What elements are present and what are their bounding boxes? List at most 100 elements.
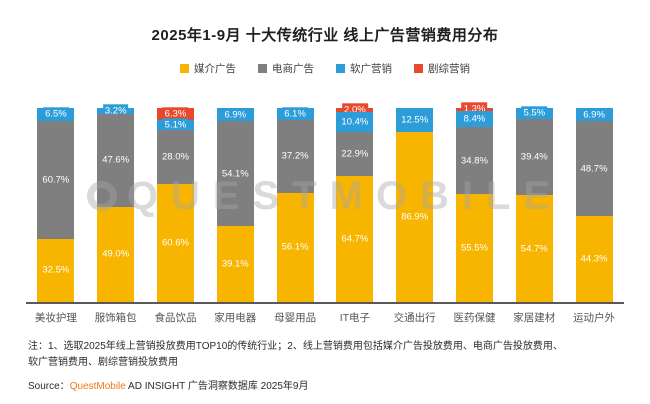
source-rest: AD INSIGHT 广告洞察数据库 2025年9月 [125,381,309,392]
source-line: Source：QuestMobile AD INSIGHT 广告洞察数据库 20… [28,377,622,392]
segment-soft-ad: 6.5% [37,107,75,122]
bar-slot: 3.2% 47.6% 49.0% [86,104,146,302]
segment-ecommerce-ad: 22.9% [336,132,374,177]
segment-value-label: 48.7% [580,162,608,174]
category-label: 交通出行 [393,312,436,324]
segment-value-label: 54.7% [520,243,548,255]
footnote-line-2: 软广营销费用、剧综营销投放费用 [28,356,178,368]
segment-value-label: 6.1% [282,107,308,121]
category-label: 食品饮品 [154,312,197,324]
legend-label: 电商广告 [272,63,314,75]
legend-label: 媒介广告 [194,63,236,75]
segment-value-label: 6.5% [43,107,69,122]
segment-value-label: 6.3% [162,107,189,121]
category-row: 美妆护理 服饰箱包 食品饮品 家用电器 母婴用品 IT电子 交通出行 医药保健 家居建材 运动户外 [26,310,624,325]
stacked-bar: 6.1% 37.2% 56.1% [276,107,314,302]
segment-soft-ad: 6.9% [575,108,613,122]
segment-soft-ad: 6.9% [216,107,254,122]
segment-value-label: 56.1% [281,241,309,253]
stacked-bar: 3.2% 47.6% 49.0% [97,104,135,302]
segment-media-ad: 32.5% [37,238,75,302]
legend: 媒介广告 电商广告 软广营销 剧综营销 [0,61,650,76]
segment-value-label: 49.0% [102,248,130,260]
segment-soft-ad: 8.4% [455,110,493,127]
bar-slot: 6.9% 54.1% 39.1% [205,107,265,302]
footnotes: 注：1、选取2025年线上营销投放费用TOP10的传统行业；2、线上营销费用包括… [28,339,622,370]
source-brand: QuestMobile [69,381,126,392]
segment-value-label: 5.5% [521,106,548,121]
segment-soft-ad: 12.5% [396,108,434,133]
legend-swatch [180,64,189,73]
segment-value-label: 64.7% [341,233,369,245]
category-label: 医药保健 [453,312,496,324]
stacked-bar: 6.9% 48.7% 44.3% [575,108,613,303]
segment-media-ad: 54.7% [515,195,553,303]
segment-soft-ad: 5.5% [515,106,553,121]
segment-media-ad: 56.1% [276,192,314,302]
bar-slot: 1.3% 8.4% 34.8% 55.5% [445,102,505,302]
category-label: IT电子 [339,312,371,324]
segment-value-label: 5.1% [162,118,189,132]
segment-ecommerce-ad: 37.2% [276,119,314,193]
bar-slot: 2.0% 10.4% 22.9% 64.7% [325,103,385,302]
category-label: 运动户外 [573,312,616,324]
legend-item-drama-variety-ad: 剧综营销 [414,61,470,76]
segment-value-label: 37.2% [281,150,309,162]
legend-swatch [414,64,423,73]
bar-slot: 6.3% 5.1% 28.0% 60.6% [146,107,206,302]
segment-value-label: 60.7% [42,173,70,185]
category-label: 家居建材 [513,312,556,324]
segment-value-label: 10.4% [339,115,371,129]
source-prefix: Source： [28,381,70,392]
bar-slot: 6.5% 60.7% 32.5% [26,107,86,302]
segment-ecommerce-ad: 60.7% [37,120,75,239]
segment-value-label: 39.4% [520,151,548,163]
segment-media-ad: 44.3% [575,215,613,303]
bar-slot: 5.5% 39.4% 54.7% [504,106,564,303]
legend-swatch [258,64,267,73]
legend-item-media-ad: 媒介广告 [180,61,236,76]
segment-value-label: 22.9% [341,148,369,160]
segment-ecommerce-ad: 48.7% [575,121,613,216]
bar-slot: 6.9% 48.7% 44.3% [564,108,624,303]
segment-value-label: 6.9% [222,107,249,122]
category-label: 服饰箱包 [94,312,137,324]
segment-value-label: 28.0% [162,151,189,163]
segment-media-ad: 55.5% [455,194,493,302]
segment-value-label: 54.1% [221,168,249,180]
segment-media-ad: 64.7% [336,176,374,302]
segment-value-label: 34.8% [461,154,488,166]
segment-value-label: 47.6% [102,154,130,166]
stacked-bar: 5.5% 39.4% 54.7% [515,106,553,303]
segment-soft-ad: 10.4% [336,111,374,133]
segment-value-label: 6.9% [581,108,607,122]
segment-value-label: 8.4% [461,111,488,126]
segment-soft-ad: 5.1% [156,118,194,132]
legend-label: 软广营销 [350,63,392,75]
segment-media-ad: 49.0% [97,206,135,302]
segment-value-label: 60.6% [162,237,189,249]
legend-swatch [336,64,345,73]
category-label: 母婴用品 [274,312,317,324]
segment-value-label: 44.3% [580,253,608,265]
segment-value-label: 12.5% [399,113,431,127]
legend-label: 剧综营销 [428,63,470,75]
chart-area: 6.5% 60.7% 32.5% 3.2% 47.6% 49.0% 6.3% 5.1% 28.0… [26,102,624,325]
stacked-bar: 2.0% 10.4% 22.9% 64.7% [336,103,374,302]
segment-soft-ad: 6.1% [276,107,314,121]
segment-drama-variety-ad: 6.3% [156,107,194,121]
legend-item-ecommerce-ad: 电商广告 [258,61,314,76]
bars-area: 6.5% 60.7% 32.5% 3.2% 47.6% 49.0% 6.3% 5.1% 28.0… [26,102,624,304]
bar-slot: 6.1% 37.2% 56.1% [265,107,325,302]
segment-ecommerce-ad: 47.6% [97,114,135,207]
segment-ecommerce-ad: 39.4% [515,118,553,196]
stacked-bar: 6.9% 54.1% 39.1% [216,107,254,302]
segment-media-ad: 39.1% [216,226,254,302]
segment-media-ad: 60.6% [156,184,194,302]
segment-value-label: 39.1% [221,258,249,270]
footnote-line-1: 注：1、选取2025年线上营销投放费用TOP10的传统行业；2、线上营销费用包括… [28,341,563,352]
category-label: 美妆护理 [34,312,77,324]
stacked-bar: 12.5% 86.9% [396,108,434,302]
segment-value-label: 86.9% [401,211,429,223]
legend-item-soft-ad: 软广营销 [336,61,392,76]
